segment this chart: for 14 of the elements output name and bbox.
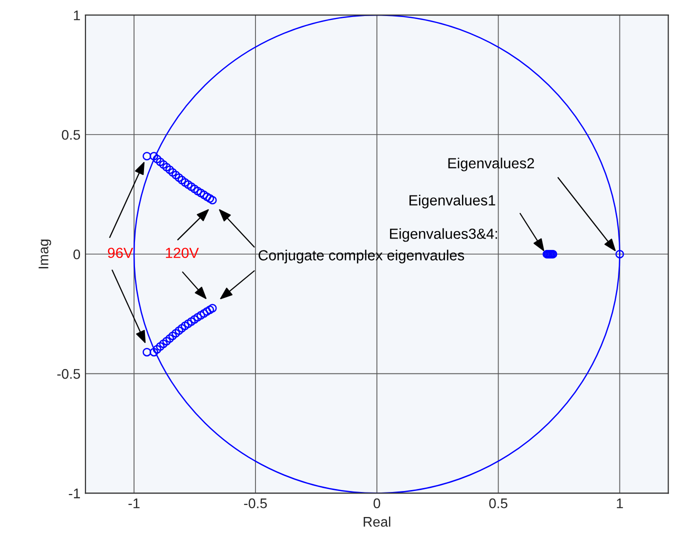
annotation: Eigenvalues1 <box>410 194 496 208</box>
annotation: Eigenvalues3&4: <box>390 228 497 242</box>
y-tick-label: -0.5 <box>57 368 80 379</box>
x-tick-label: 0.5 <box>489 498 508 508</box>
y-axis-title: Imag <box>38 240 52 268</box>
x-tick-label: 1 <box>616 498 623 508</box>
x-tick-label: 0 <box>374 498 380 508</box>
y-tick-label: -1 <box>68 488 80 498</box>
y-tick-label: 0 <box>73 249 80 260</box>
y-tick-label: 0.5 <box>62 130 80 140</box>
x-axis-title: Real <box>364 516 390 527</box>
y-tick-label: 1 <box>74 10 80 20</box>
x-tick-label: -0.5 <box>244 498 267 508</box>
x-tick-label: -1 <box>128 498 140 508</box>
